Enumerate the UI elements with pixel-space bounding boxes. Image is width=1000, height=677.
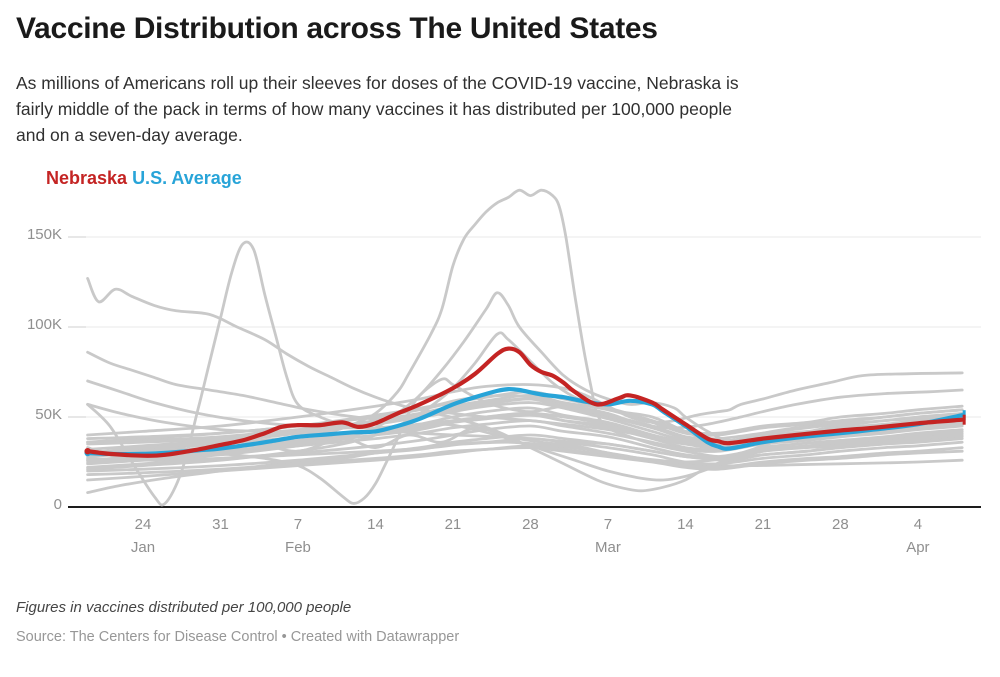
legend-item-nebraska: Nebraska bbox=[46, 168, 128, 188]
description-line: As millions of Americans roll up their s… bbox=[16, 73, 739, 93]
separator: • bbox=[281, 629, 287, 645]
chart-title: Vaccine Distribution across The United S… bbox=[16, 12, 658, 45]
source-text: Source: The Centers for Disease Control bbox=[16, 629, 278, 645]
datawrapper-credit[interactable]: Created with Datawrapper bbox=[290, 629, 460, 645]
description-line: fairly middle of the pack in terms of ho… bbox=[16, 99, 732, 119]
chart-legend: Nebraska U.S. Average bbox=[46, 168, 242, 189]
description-line: and on a seven-day average. bbox=[16, 125, 243, 145]
source-line: Source: The Centers for Disease Control •… bbox=[16, 629, 459, 645]
legend-item-us-average: U.S. Average bbox=[132, 168, 242, 188]
chart-description: As millions of Americans roll up their s… bbox=[16, 70, 739, 148]
chart-footnote: Figures in vaccines distributed per 100,… bbox=[16, 599, 352, 616]
